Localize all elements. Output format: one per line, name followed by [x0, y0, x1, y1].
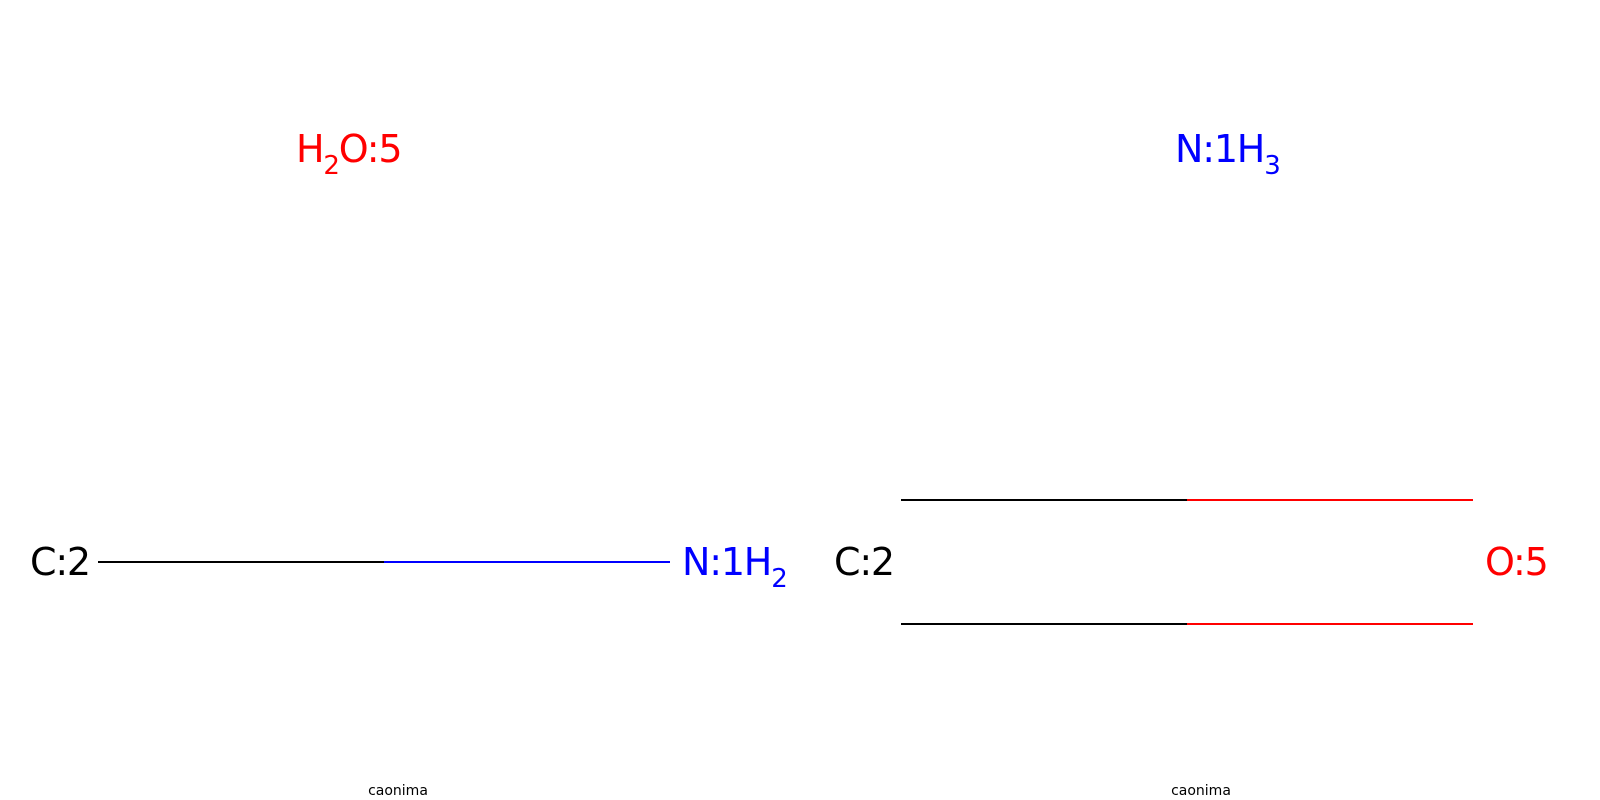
ammonia-hydrogen-count: 3	[1264, 151, 1279, 181]
nitrogen-hydrogen-count: 2	[771, 564, 786, 594]
water-hydrogen: H	[296, 127, 323, 171]
panel-caption: caonima	[368, 783, 428, 799]
nitrogen-atom-label: N:1H2	[682, 540, 787, 594]
carbon-atom-label: C:2	[30, 540, 90, 584]
oxygen-atom-label: O:5	[1485, 540, 1548, 584]
carbon-atom-label: C:2	[834, 540, 894, 584]
ammonia-label: N:1H3	[1175, 127, 1280, 181]
water-hydrogen-count: 2	[323, 151, 338, 181]
water-oxygen: O:5	[339, 127, 402, 171]
panel-2: N:1H3 C:2 O:5 caonima	[834, 127, 1549, 799]
water-label: H2O:5	[296, 127, 401, 181]
ammonia-nitrogen: N:1H	[1175, 127, 1264, 171]
nitrogen-symbol: N:1H	[682, 540, 771, 584]
panel-1: H2O:5 C:2 N:1H2 caonima	[30, 127, 788, 799]
panel-caption: caonima	[1171, 783, 1231, 799]
